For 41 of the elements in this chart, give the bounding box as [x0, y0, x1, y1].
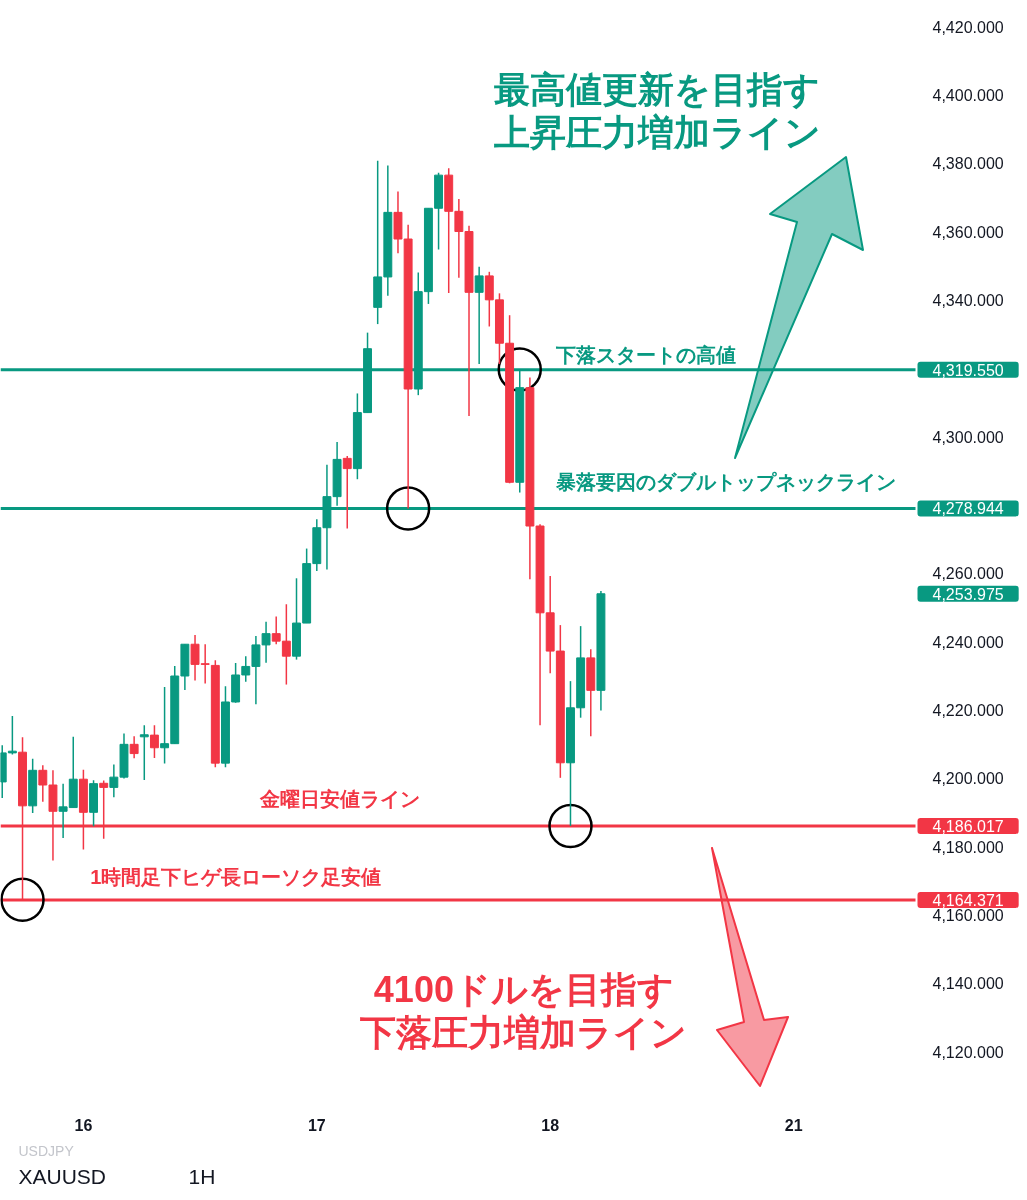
y-tick-label: 4,420.000: [932, 18, 1004, 36]
point: [385, 486, 431, 531]
x-tick-label: 17: [307, 1116, 326, 1134]
y-tick-label: 4,140.000: [932, 975, 1004, 993]
point: [548, 803, 593, 849]
ref-line-label: 4,164.371: [932, 891, 1004, 909]
candlestick: [281, 603, 291, 686]
candlestick: [474, 265, 484, 365]
candlestick: [139, 724, 149, 781]
y-tick-label: 4,400.000: [932, 86, 1004, 104]
y-tick-label: 4,120.000: [932, 1043, 1004, 1061]
y-tick-label: 4,340.000: [932, 291, 1004, 309]
annotation: 1時間足下ヒゲ長ローソク足安値: [90, 865, 382, 888]
candlestick: [342, 455, 352, 530]
x-tick-label: 18: [541, 1116, 560, 1134]
ref-line-label: 4,319.550: [932, 361, 1004, 379]
text: XAUUSD: [18, 1165, 107, 1188]
y-tick-label: 4,300.000: [932, 428, 1004, 446]
annotation: 下落スタートの高値: [554, 343, 736, 366]
candlestick: [271, 615, 281, 645]
y-tick-label: 4,260.000: [932, 565, 1004, 583]
annotation: 金曜日安値ライン: [259, 787, 421, 810]
x-tick-label: 21: [784, 1116, 803, 1134]
candlestick: [129, 735, 139, 760]
text: 4,253.975: [932, 585, 1004, 603]
y-tick-label: 4,220.000: [932, 701, 1004, 719]
annotation: 4100ドルを目指す下落圧力増加ライン: [360, 968, 688, 1053]
ref-line-label: 4,278.944: [932, 500, 1004, 518]
text: 1H: [188, 1165, 216, 1188]
point: [0, 877, 45, 923]
y-tick-label: 4,360.000: [932, 223, 1004, 241]
annotation: 暴落要因のダブルトップネックライン: [554, 471, 896, 494]
y-tick-label: 4,200.000: [932, 770, 1004, 788]
y-tick-label: 4,240.000: [932, 633, 1004, 651]
text: USDJPY: [18, 1142, 75, 1159]
x-tick-label: 16: [74, 1116, 93, 1134]
annotation: 最高値更新を目指す上昇圧力増加ライン: [493, 68, 821, 153]
candlestick: [149, 724, 159, 759]
y-tick-label: 4,180.000: [932, 838, 1004, 856]
y-tick-label: 4,380.000: [932, 155, 1004, 173]
ref-line-label: 4,186.017: [932, 817, 1004, 835]
